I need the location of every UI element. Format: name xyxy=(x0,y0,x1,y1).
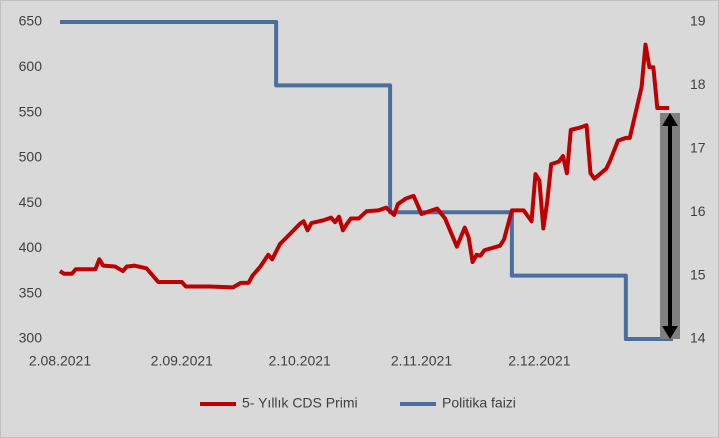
legend-label: 5- Yıllık CDS Primi xyxy=(242,395,358,411)
x-tick-label: 2.11.2021 xyxy=(391,353,452,369)
y2-tick-label: 17 xyxy=(690,140,706,156)
y2-tick-label: 14 xyxy=(690,330,706,346)
y-tick-label: 350 xyxy=(19,284,43,300)
x-tick-label: 2.12.2021 xyxy=(508,353,570,369)
y-tick-label: 450 xyxy=(19,194,43,210)
y2-tick-label: 16 xyxy=(690,203,706,219)
y-tick-label: 600 xyxy=(19,58,43,74)
y-tick-label: 300 xyxy=(19,330,43,346)
x-tick-label: 2.08.2021 xyxy=(29,353,91,369)
range-arrow xyxy=(660,113,680,339)
arrow-head xyxy=(662,326,678,339)
x-tick-label: 2.09.2021 xyxy=(151,353,213,369)
y-tick-label: 400 xyxy=(19,239,43,255)
y-tick-label: 500 xyxy=(19,149,43,165)
x-tick-label: 2.10.2021 xyxy=(269,353,331,369)
y2-tick-label: 15 xyxy=(690,266,706,282)
y2-tick-label: 18 xyxy=(690,76,706,92)
y2-tick-label: 19 xyxy=(690,13,706,29)
series-line xyxy=(60,20,673,341)
series-line xyxy=(58,42,670,290)
y-tick-label: 650 xyxy=(19,13,43,29)
legend-label: Politika faizi xyxy=(442,395,516,411)
y-tick-label: 550 xyxy=(19,103,43,119)
arrow-head xyxy=(662,113,678,126)
